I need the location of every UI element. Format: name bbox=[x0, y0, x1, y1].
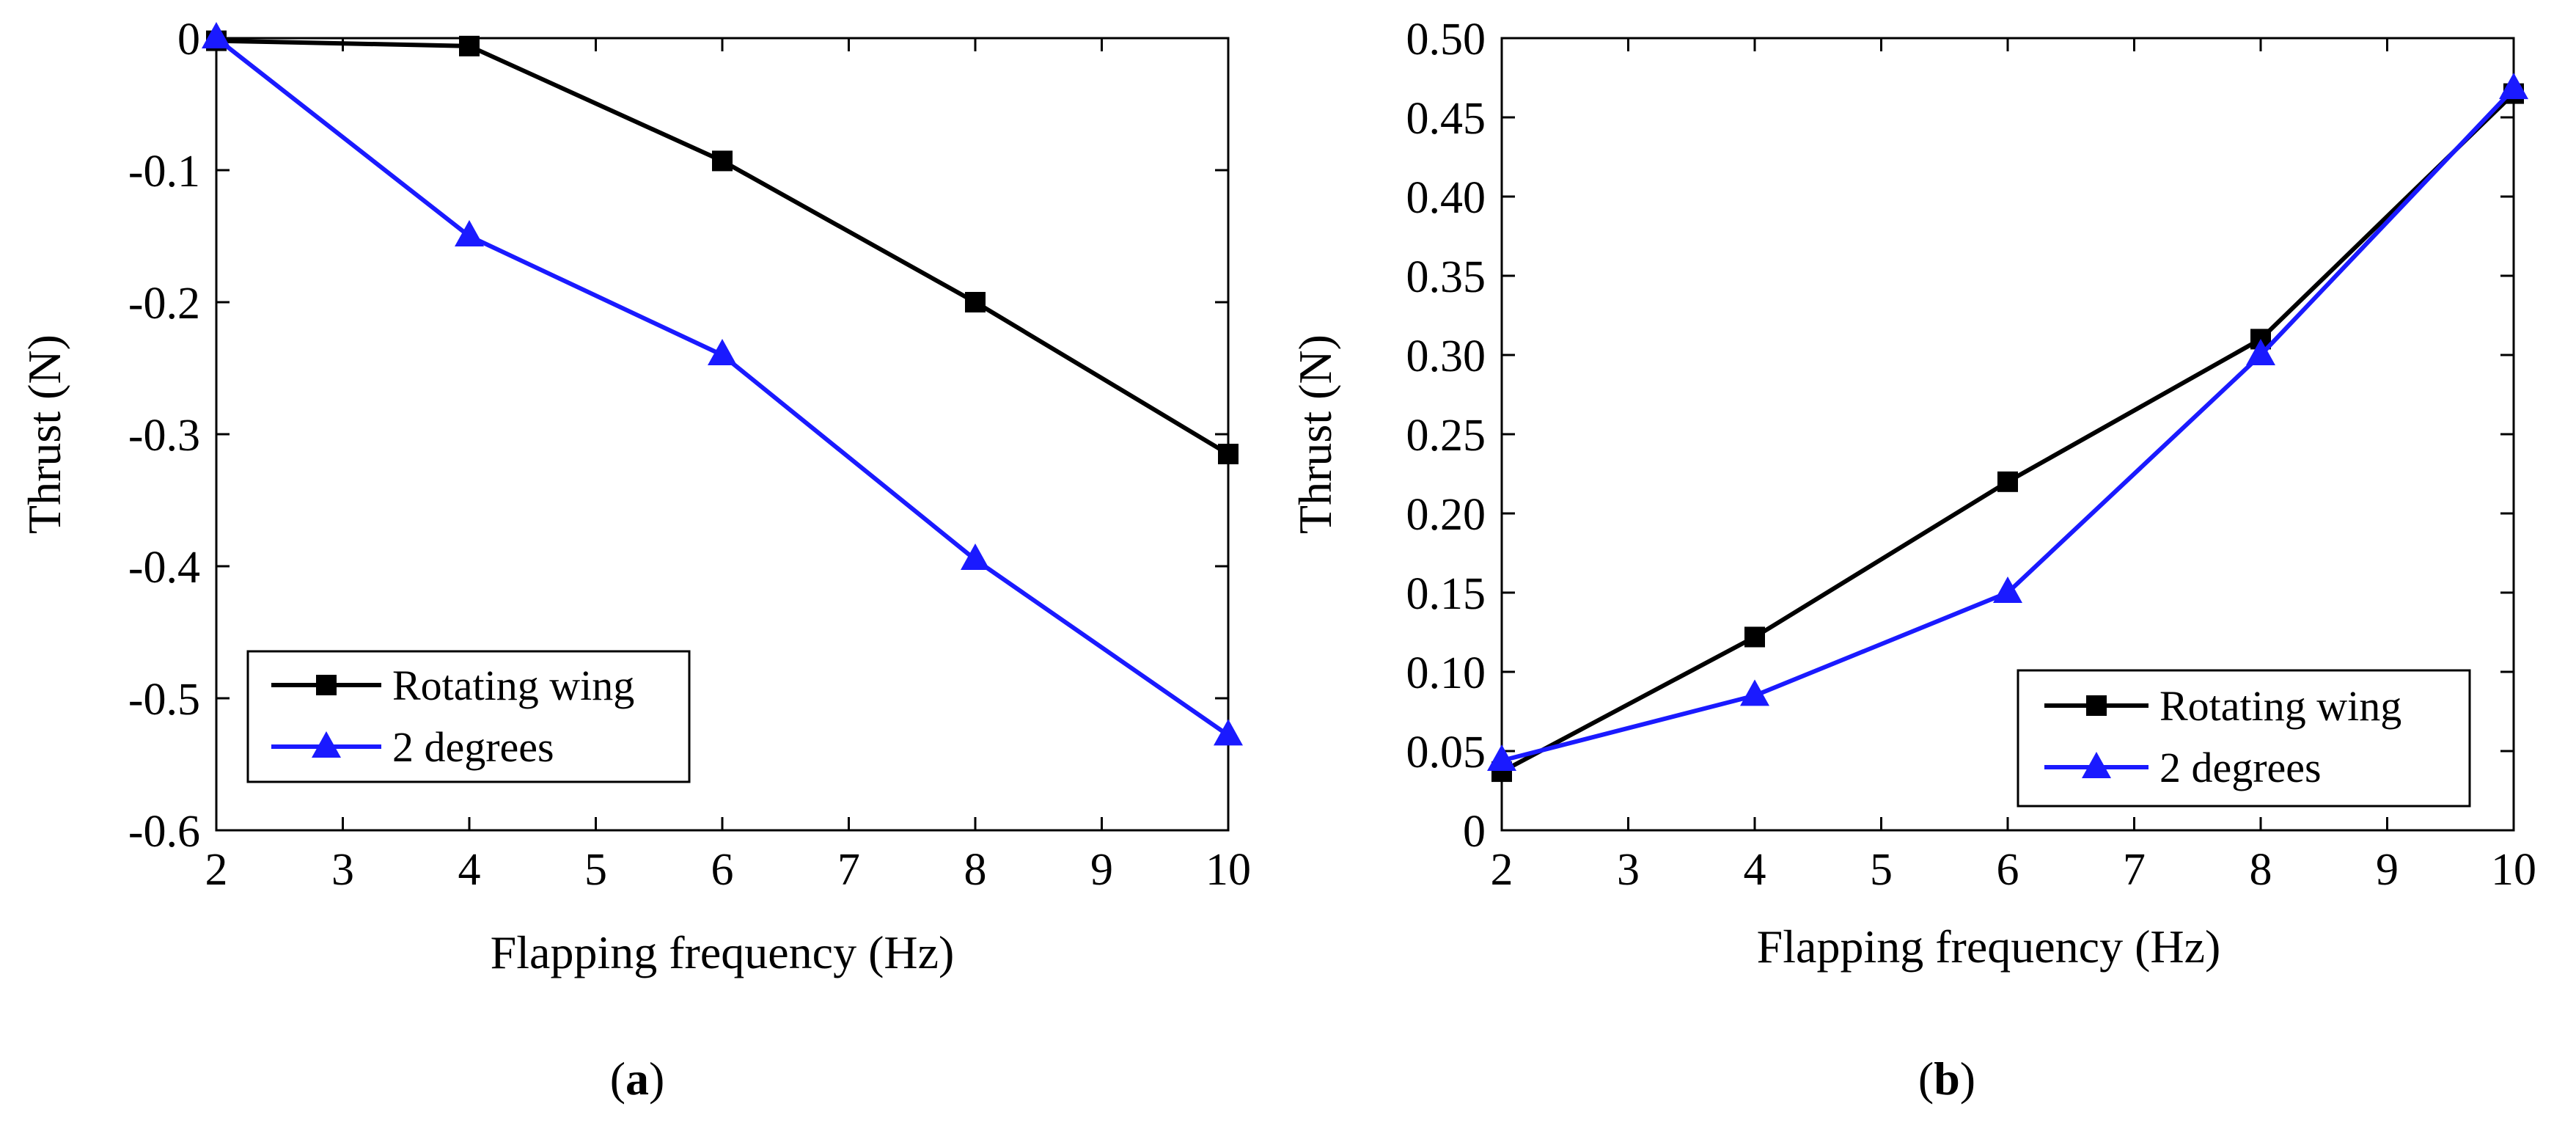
panel-b-y-tick-label: 0 bbox=[1463, 807, 1486, 857]
panel-a-data-point-rotating bbox=[712, 150, 733, 172]
panel-b-chart: 2 3 4 5 6 7 8 9 10 0 0.05 0.10 0.15 0.20 0.25 0.30 0.35 0… bbox=[1289, 15, 2536, 1105]
panel-a-x-tick-label: 7 bbox=[837, 845, 860, 895]
panel-a-x-tick-label: 9 bbox=[1090, 845, 1113, 895]
panel-a-series-line-degrees bbox=[215, 36, 1230, 737]
panel-b-x-tick-label: 4 bbox=[1744, 845, 1766, 895]
panel-b-data-point-degrees bbox=[2499, 73, 2528, 100]
panel-a-data-point-degrees bbox=[708, 339, 737, 365]
panel-a-x-tick-label: 2 bbox=[205, 845, 228, 895]
panel-b-y-axis-label: Thrust (N) bbox=[1289, 334, 1341, 534]
panel-b-x-tick-label: 7 bbox=[2123, 845, 2146, 895]
panel-b-y-tick-label: 0.40 bbox=[1406, 173, 1486, 223]
panel-b-x-tick-label: 3 bbox=[1617, 845, 1640, 895]
panel-a-legend-box bbox=[246, 650, 691, 783]
panel-a-chart: 2 3 4 5 6 7 8 9 10 0 -0.1 -0.2 -0.3 -0.4 -0.5 -0.6 Flap… bbox=[18, 15, 1251, 1105]
panel-b-legend-label-degrees: 2 degrees bbox=[2159, 744, 2322, 791]
panel-a-data-point-degrees bbox=[961, 543, 990, 570]
panel-b-y-tick-label: 0.05 bbox=[1406, 728, 1486, 777]
panel-a-x-tick-label: 6 bbox=[711, 845, 734, 895]
panel-b-y-tick-label: 0.20 bbox=[1406, 490, 1486, 540]
panel-b-legend-marker-degrees bbox=[2082, 752, 2111, 778]
panel-b-x-tick-label: 10 bbox=[2491, 845, 2536, 895]
panel-b-caption-letter: b bbox=[1934, 1053, 1960, 1105]
panel-a-y-tick-label: -0.5 bbox=[128, 675, 200, 725]
panel-b-y-tick-label: 0.25 bbox=[1406, 411, 1486, 461]
panel-b-y-tick-label: 0.10 bbox=[1406, 648, 1486, 698]
panel-a-legend-marker-degrees bbox=[312, 731, 341, 758]
panel-b-data-point-degrees bbox=[1740, 679, 1769, 706]
panel-b-y-tick-label: 0.30 bbox=[1406, 332, 1486, 381]
panel-a-data-point-degrees bbox=[1214, 719, 1243, 746]
panel-a-x-tick-label: 4 bbox=[458, 845, 481, 895]
panel-b-y-tick-label: 0.45 bbox=[1406, 94, 1486, 144]
panel-b-y-tick-label: 0.35 bbox=[1406, 252, 1486, 302]
panel-b-x-tick-label: 6 bbox=[1997, 845, 2019, 895]
panel-a-x-tick-label: 10 bbox=[1206, 845, 1251, 895]
panel-b-x-tick-label: 9 bbox=[2376, 845, 2399, 895]
panel-b-data-point-rotating bbox=[1744, 626, 1765, 648]
panel-a-data-point-degrees bbox=[455, 220, 484, 246]
panel-b-data-point-degrees bbox=[1487, 744, 1516, 771]
panel-a-x-axis-label: Flapping frequency (Hz) bbox=[491, 926, 955, 978]
panel-b-x-tick-label: 5 bbox=[1870, 845, 1893, 895]
panel-a-y-tick-label: -0.3 bbox=[128, 411, 200, 461]
panel-b-x-tick-label: 2 bbox=[1491, 845, 1513, 895]
panel-b-x-axis-label: Flapping frequency (Hz) bbox=[1757, 920, 2221, 973]
panel-b-y-tick-label: 0.50 bbox=[1406, 15, 1486, 65]
panel-a-caption-letter: a bbox=[625, 1053, 649, 1105]
panel-a-series bbox=[202, 22, 1243, 746]
panel-b-caption: (b) bbox=[1918, 1053, 1975, 1105]
panel-a-data-point-degrees bbox=[202, 22, 231, 48]
panel-a-x-tick-label: 3 bbox=[331, 845, 354, 895]
panel-b-legend: Rotating wing 2 degrees bbox=[2017, 669, 2471, 808]
panel-b-data-point-degrees bbox=[1993, 577, 2022, 603]
panel-a-ticks: 2 3 4 5 6 7 8 9 10 0 -0.1 -0.2 -0.3 -0.4 -0.5 -0.6 bbox=[128, 15, 1251, 895]
panel-b-x-tick-label: 8 bbox=[2250, 845, 2272, 895]
panel-a-y-tick-label: -0.4 bbox=[128, 543, 200, 593]
panel-b-legend-marker-rotating bbox=[2086, 695, 2107, 716]
panel-a-y-axis-label: Thrust (N) bbox=[18, 334, 70, 534]
panel-b-series bbox=[1487, 73, 2528, 783]
panel-b-legend-box bbox=[2017, 669, 2471, 808]
panel-b-y-tick-label: 0.15 bbox=[1406, 569, 1486, 619]
panel-b-data-point-rotating bbox=[1997, 471, 2018, 492]
panel-a-legend-marker-rotating bbox=[316, 675, 337, 695]
panel-a-data-point-rotating bbox=[1218, 444, 1239, 464]
panel-a-series-line-rotating bbox=[216, 38, 1230, 456]
panel-b-legend-label-rotating: Rotating wing bbox=[2159, 682, 2401, 730]
panel-a-y-tick-label: 0 bbox=[177, 15, 200, 65]
panel-a-x-tick-label: 5 bbox=[584, 845, 607, 895]
panel-b-data-point-degrees bbox=[2246, 339, 2275, 365]
panel-a-data-point-rotating bbox=[459, 35, 480, 56]
panel-a-legend-label-degrees: 2 degrees bbox=[392, 723, 554, 771]
panel-a-y-tick-label: -0.1 bbox=[128, 147, 200, 197]
panel-b-series-line-degrees bbox=[1501, 87, 2516, 763]
panel-a-caption: (a) bbox=[610, 1053, 665, 1105]
panel-a-legend-label-rotating: Rotating wing bbox=[392, 662, 634, 709]
panel-a-x-tick-label: 8 bbox=[964, 845, 987, 895]
panel-a-legend: Rotating wing 2 degrees bbox=[246, 650, 691, 783]
panel-a-y-tick-label: -0.6 bbox=[128, 807, 200, 857]
panel-a-data-point-rotating bbox=[965, 292, 986, 312]
panel-b-ticks: 2 3 4 5 6 7 8 9 10 0 0.05 0.10 0.15 0.20 0.25 0.30 0.35 0… bbox=[1406, 15, 2537, 895]
panel-a-y-tick-label: -0.2 bbox=[128, 279, 200, 329]
